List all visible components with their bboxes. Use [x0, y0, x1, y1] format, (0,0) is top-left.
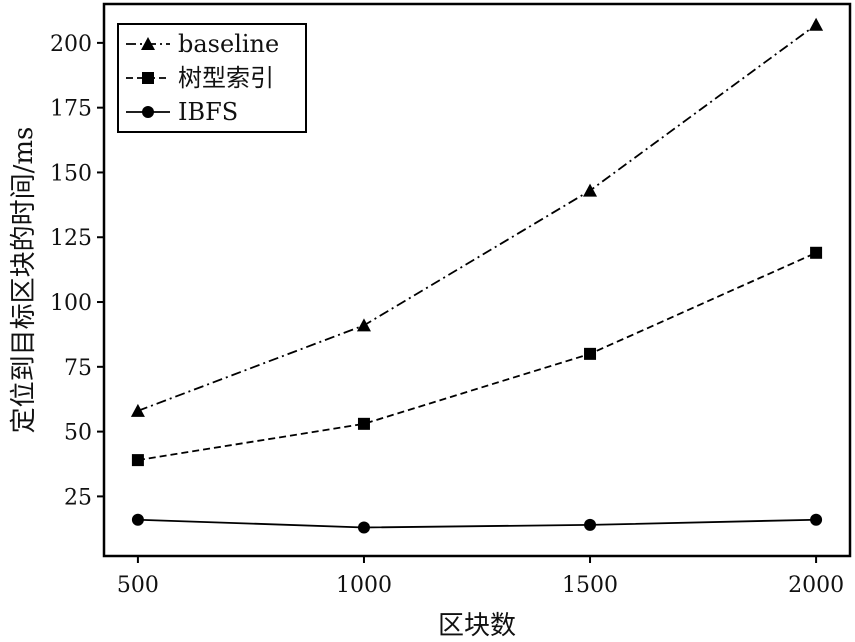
x-axis: 500 1000 1500 2000: [117, 556, 844, 598]
y-axis: 25 50 75 100 125 150 175 200: [50, 32, 104, 510]
legend-label-2: IBFS: [178, 98, 238, 126]
series-line-0: [137, 24, 817, 412]
data-point-1-2: [584, 347, 597, 360]
data-point-0-3: [809, 17, 824, 31]
legend-label-0: baseline: [178, 30, 279, 58]
y-tick-label: 150: [50, 161, 92, 186]
y-axis-title: 定位到目标区块的时间/ms: [9, 127, 39, 434]
x-tick-label: 500: [117, 573, 159, 598]
data-point-1-1: [357, 417, 370, 430]
y-tick-label: 100: [50, 291, 92, 316]
x-tick-label: 2000: [788, 573, 844, 598]
plot-frame: [102, 2, 852, 558]
y-tick-label: 75: [64, 356, 92, 381]
legend-marker-1: [142, 72, 154, 84]
y-tick-label: 25: [64, 485, 92, 510]
data-point-1-3: [810, 246, 823, 259]
data-point-0-0: [130, 403, 145, 417]
legend-marker-2: [142, 106, 154, 118]
legend-marker-0: [141, 37, 155, 50]
legend-label-1: 树型索引: [178, 64, 274, 92]
data-point-0-2: [583, 183, 598, 197]
data-point-0-1: [356, 318, 371, 332]
legend: baseline 树型索引 IBFS: [117, 23, 307, 133]
y-tick-label: 200: [50, 32, 92, 57]
data-point-1-0: [131, 454, 144, 467]
y-tick-label: 175: [50, 97, 92, 122]
data-point-2-3: [810, 513, 823, 526]
series-line-2: [137, 518, 817, 529]
y-tick-label: 50: [64, 421, 92, 446]
y-tick-label: 125: [50, 226, 92, 251]
x-axis-title: 区块数: [438, 611, 516, 641]
data-point-2-0: [131, 513, 144, 526]
data-point-2-1: [357, 521, 370, 534]
series-line-1: [137, 251, 817, 462]
x-tick-label: 1500: [562, 573, 618, 598]
data-point-2-2: [584, 518, 597, 531]
plot-marks: [130, 17, 824, 534]
x-tick-label: 1000: [336, 573, 392, 598]
